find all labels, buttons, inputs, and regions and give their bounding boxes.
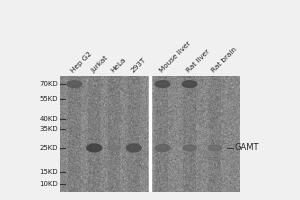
Text: Hep G2: Hep G2	[70, 50, 94, 74]
Text: 293T: 293T	[130, 57, 147, 74]
Ellipse shape	[182, 80, 198, 88]
Text: 70KD: 70KD	[40, 81, 58, 87]
Text: 35KD: 35KD	[40, 126, 58, 132]
Text: 15KD: 15KD	[40, 169, 58, 175]
Ellipse shape	[211, 146, 219, 148]
Text: 40KD: 40KD	[40, 116, 58, 122]
Ellipse shape	[185, 82, 194, 85]
Text: Rat liver: Rat liver	[185, 48, 211, 74]
Text: GAMT: GAMT	[235, 143, 259, 152]
Ellipse shape	[110, 146, 118, 148]
Ellipse shape	[129, 145, 139, 149]
Ellipse shape	[86, 143, 102, 153]
Ellipse shape	[158, 117, 167, 119]
Ellipse shape	[208, 144, 222, 151]
Ellipse shape	[154, 80, 171, 88]
Text: Rat brain: Rat brain	[211, 46, 238, 74]
Text: Jurkat: Jurkat	[90, 54, 109, 74]
Ellipse shape	[70, 82, 79, 85]
Ellipse shape	[158, 82, 167, 85]
Ellipse shape	[158, 146, 167, 149]
Text: 55KD: 55KD	[40, 96, 58, 102]
Ellipse shape	[155, 116, 170, 122]
Ellipse shape	[185, 146, 194, 148]
Ellipse shape	[126, 143, 142, 153]
Text: Mouse liver: Mouse liver	[158, 40, 192, 74]
Ellipse shape	[89, 145, 99, 149]
Ellipse shape	[154, 144, 171, 152]
Ellipse shape	[66, 80, 82, 88]
Text: HeLa: HeLa	[110, 56, 127, 74]
Ellipse shape	[107, 145, 121, 151]
Ellipse shape	[182, 144, 197, 151]
Text: 25KD: 25KD	[40, 145, 58, 151]
Text: 10KD: 10KD	[40, 181, 58, 187]
